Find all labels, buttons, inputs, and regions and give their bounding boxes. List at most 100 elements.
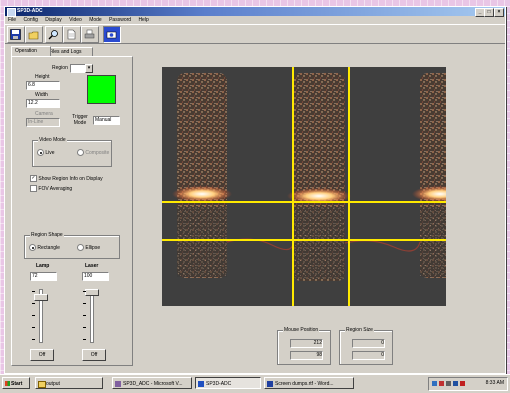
save-button[interactable]	[7, 26, 25, 43]
video-mode-group: Video Mode Live Composite	[32, 137, 112, 167]
live-label: Live	[45, 149, 55, 156]
title-bar[interactable]: SP3D-ADC _ □ ×	[5, 7, 505, 17]
clock[interactable]: 8:33 AM	[485, 380, 504, 386]
app-icon	[7, 8, 16, 17]
zoom-button[interactable]	[45, 26, 63, 43]
antivirus-icon[interactable]	[439, 381, 444, 386]
camera-icon	[106, 31, 117, 39]
taskbar-item-output[interactable]: output	[35, 377, 103, 389]
volume-icon[interactable]	[446, 381, 451, 386]
display-icon[interactable]	[453, 381, 458, 386]
start-label: Start	[11, 381, 23, 387]
print-button[interactable]	[81, 26, 99, 43]
mouse-x-field: 212	[290, 339, 323, 348]
close-button[interactable]: ×	[494, 8, 504, 17]
rectangle-label: Rectangle	[37, 244, 60, 251]
camera-image	[172, 73, 446, 281]
status-indicator	[87, 75, 116, 104]
region-shape-ellipse-option[interactable]: Ellipse	[77, 244, 100, 251]
radio-icon	[77, 149, 84, 156]
checkbox-icon	[30, 185, 37, 192]
region-size-title: Region Size	[345, 327, 374, 333]
operation-panel: Region ▾ Height 6.8 Width 12.2 Camera In…	[11, 56, 133, 366]
menu-password[interactable]: Password	[109, 17, 132, 23]
roi-line-horizontal-bottom[interactable]	[162, 239, 446, 241]
start-button[interactable]: Start	[2, 377, 30, 389]
vial-lower-right	[420, 207, 446, 277]
video-mode-live-option[interactable]: Live	[37, 149, 55, 156]
width-field[interactable]: 12.2	[26, 99, 60, 108]
camera-button[interactable]	[103, 26, 121, 43]
folder-icon	[38, 381, 46, 388]
taskbar-item-label: output	[46, 381, 60, 387]
taskbar-item-word[interactable]: Screen dumps.rtf - Word...	[264, 377, 354, 389]
menu-video[interactable]: Video	[69, 17, 82, 23]
open-button[interactable]	[25, 26, 43, 43]
radio-selected-icon	[37, 149, 44, 156]
menu-mode[interactable]: Mode	[89, 17, 102, 23]
laser-slider-thumb[interactable]	[85, 289, 99, 296]
height-field[interactable]: 6.8	[26, 81, 60, 90]
width-label: Width	[35, 92, 48, 98]
ellipse-label: Ellipse	[85, 244, 101, 251]
fov-averaging-checkbox[interactable]: FOV Averaging	[30, 185, 72, 192]
lamp-label: Lamp	[36, 263, 50, 269]
laser-off-button[interactable]: Off	[82, 349, 106, 361]
slider-tick	[32, 315, 35, 316]
region-height-field: 0	[352, 351, 385, 360]
document-button[interactable]	[63, 26, 81, 43]
camera-field: In-Line	[26, 118, 60, 127]
app-icon	[198, 381, 204, 387]
maximize-button[interactable]: □	[484, 8, 494, 17]
taskbar-item-label: SP3D_ADC - Microsoft V...	[123, 381, 183, 387]
region-dropdown-button[interactable]: ▾	[85, 64, 93, 73]
mouse-y-field: 98	[290, 351, 323, 360]
tab-files-and-logs[interactable]: Files and Logs	[45, 47, 93, 56]
mouse-position-group: Mouse Position 212 98	[277, 327, 331, 365]
messenger-icon[interactable]	[460, 381, 465, 386]
slider-tick	[83, 315, 86, 316]
menu-file[interactable]: File	[8, 17, 17, 23]
menu-display[interactable]: Display	[45, 17, 62, 23]
laser-slider-track	[90, 289, 94, 343]
region-shape-rectangle-option[interactable]: Rectangle	[29, 244, 60, 251]
trigger-mode-field[interactable]: Manual	[93, 116, 120, 125]
video-mode-composite-option[interactable]: Composite	[77, 149, 109, 156]
video-display[interactable]	[162, 67, 446, 306]
slider-tick	[83, 291, 86, 292]
radio-icon	[77, 244, 84, 251]
lamp-slider-track	[39, 289, 43, 343]
system-tray: 8:33 AM	[428, 377, 508, 391]
document-icon	[67, 29, 76, 40]
taskbar-item-sp3d-adc[interactable]: SP3D-ADC	[195, 377, 261, 389]
roi-line-vertical-left[interactable]	[292, 67, 294, 306]
app-icon	[115, 381, 121, 387]
glow-band-right	[412, 186, 446, 202]
lamp-value-field[interactable]: 72	[30, 272, 57, 281]
show-region-info-checkbox[interactable]: ✓ Show Region Info on Display	[30, 175, 103, 182]
magnifier-icon	[48, 30, 58, 40]
tab-operation[interactable]: Operation	[11, 46, 51, 56]
slider-tick	[32, 303, 35, 304]
menu-config[interactable]: Config	[23, 17, 38, 23]
word-icon	[267, 381, 273, 387]
taskbar-item-label: Screen dumps.rtf - Word...	[275, 381, 334, 387]
trigger-mode-label: Trigger Mode	[72, 114, 88, 126]
laser-value-field[interactable]: 100	[82, 272, 109, 281]
lamp-slider-thumb[interactable]	[34, 294, 48, 301]
roi-line-horizontal-top[interactable]	[162, 201, 446, 203]
windows-logo-icon	[5, 381, 10, 386]
menu-help[interactable]: Help	[138, 17, 149, 23]
checkmark-icon: ✓	[30, 175, 37, 182]
roi-line-vertical-right[interactable]	[348, 67, 350, 306]
taskbar-item-visual-studio[interactable]: SP3D_ADC - Microsoft V...	[112, 377, 192, 389]
taskbar: Start output SP3D_ADC - Microsoft V... S…	[0, 374, 510, 393]
window-title: SP3D-ADC	[17, 8, 43, 14]
slider-tick	[32, 327, 35, 328]
network-icon[interactable]	[432, 381, 437, 386]
show-region-info-label: Show Region Info on Display	[38, 175, 103, 182]
slider-tick	[83, 303, 86, 304]
glow-band-center	[287, 188, 351, 204]
lamp-off-button[interactable]: Off	[30, 349, 54, 361]
floppy-disk-icon	[10, 29, 21, 40]
